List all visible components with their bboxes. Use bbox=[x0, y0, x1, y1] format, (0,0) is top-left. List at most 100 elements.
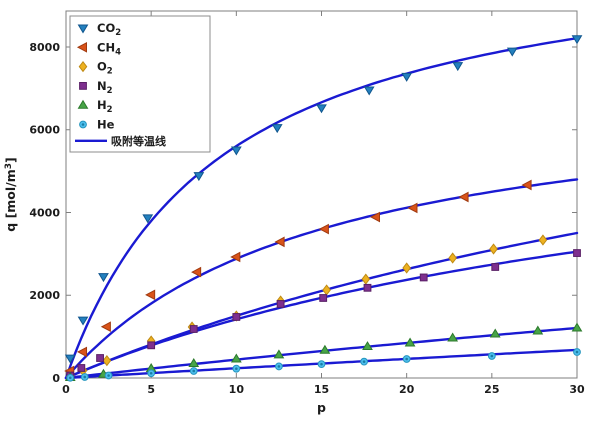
x-tick-label: 5 bbox=[147, 383, 155, 396]
curve-N2 bbox=[64, 250, 579, 380]
x-tick-label: 25 bbox=[484, 383, 499, 396]
marker-CH4 bbox=[145, 289, 156, 301]
marker-CH4 bbox=[407, 202, 418, 214]
marker-H2 bbox=[273, 349, 285, 359]
marker-CH4 bbox=[230, 251, 241, 263]
marker-CO2 bbox=[64, 354, 76, 364]
data-markers bbox=[64, 35, 583, 382]
marker-N2 bbox=[189, 325, 198, 333]
marker-He-dot bbox=[192, 369, 196, 373]
marker-CO2 bbox=[452, 62, 464, 72]
marker-CO2 bbox=[571, 35, 583, 45]
marker-He-dot bbox=[405, 357, 408, 361]
y-tick-label: 2000 bbox=[29, 289, 60, 302]
curve-CO2 bbox=[64, 37, 579, 380]
marker-CO2 bbox=[77, 316, 89, 326]
marker-CO2 bbox=[506, 47, 518, 57]
axis-ticks bbox=[65, 11, 578, 379]
marker-N2 bbox=[319, 294, 328, 302]
legend-label-O2: O2 bbox=[97, 60, 113, 77]
y-tick-label: 8000 bbox=[29, 41, 60, 54]
marker-He-dot bbox=[490, 354, 494, 358]
y-axis-label: q [mol/m3] bbox=[3, 157, 18, 231]
marker-He-dot bbox=[575, 350, 579, 354]
marker-H2 bbox=[404, 337, 416, 347]
marker-He-dot bbox=[68, 376, 72, 380]
marker-N2 bbox=[96, 354, 104, 362]
legend: CO2 CH4 O2 N2 H2 He 吸附等温线 bbox=[69, 15, 211, 153]
marker-CH4 bbox=[76, 41, 87, 53]
marker-O2 bbox=[322, 284, 331, 296]
legend-label-N2: N2 bbox=[97, 79, 113, 96]
marker-He-dot bbox=[320, 362, 323, 366]
marker-H2 bbox=[489, 328, 501, 338]
marker-CO2 bbox=[363, 86, 375, 96]
x-tick-label: 30 bbox=[569, 383, 585, 396]
legend-label-H2: H2 bbox=[97, 98, 113, 115]
marker-H2 bbox=[188, 358, 200, 368]
legend-label-He: He bbox=[97, 118, 115, 132]
marker-O2 bbox=[489, 243, 498, 255]
marker-He-dot bbox=[83, 375, 87, 379]
marker-He-dot bbox=[149, 371, 153, 375]
marker-O2 bbox=[448, 252, 457, 264]
legend-box bbox=[69, 15, 211, 153]
marker-N2 bbox=[77, 364, 86, 372]
marker-N2 bbox=[363, 283, 372, 292]
marker-CO2 bbox=[77, 24, 89, 34]
marker-O2 bbox=[102, 355, 112, 367]
marker-CO2 bbox=[142, 214, 154, 224]
x-axis-label: p bbox=[317, 400, 326, 415]
y-tick-label: 6000 bbox=[29, 124, 60, 137]
marker-He-dot bbox=[107, 374, 110, 377]
marker-H2 bbox=[362, 341, 373, 351]
curve-O2 bbox=[64, 231, 579, 380]
marker-CH4 bbox=[521, 179, 532, 191]
marker-N2 bbox=[147, 341, 156, 350]
marker-H2 bbox=[77, 99, 89, 109]
marker-He-dot bbox=[235, 367, 238, 370]
y-tick-label: 4000 bbox=[29, 206, 60, 219]
marker-CH4 bbox=[191, 266, 202, 278]
marker-H2 bbox=[230, 353, 242, 363]
marker-CO2 bbox=[401, 72, 413, 82]
marker-CO2 bbox=[271, 124, 283, 134]
marker-CH4 bbox=[318, 223, 329, 235]
marker-CH4 bbox=[369, 211, 381, 223]
marker-H2 bbox=[532, 325, 544, 335]
marker-He-dot bbox=[277, 365, 281, 368]
y-tick-label: 0 bbox=[52, 372, 60, 385]
marker-H2 bbox=[319, 344, 331, 354]
marker-He-dot bbox=[81, 123, 85, 126]
marker-CO2 bbox=[316, 104, 327, 114]
marker-N2 bbox=[573, 249, 581, 257]
marker-N2 bbox=[232, 313, 241, 321]
marker-H2 bbox=[447, 332, 459, 342]
x-tick-label: 0 bbox=[62, 383, 70, 396]
marker-N2 bbox=[79, 82, 87, 90]
marker-N2 bbox=[276, 300, 285, 308]
x-tick-label: 20 bbox=[399, 383, 415, 396]
legend-label-CO2: CO2 bbox=[97, 21, 121, 38]
legend-label-CH4: CH4 bbox=[97, 40, 121, 57]
marker-CH4 bbox=[76, 346, 88, 358]
marker-O2 bbox=[402, 262, 411, 274]
marker-CO2 bbox=[230, 146, 242, 156]
marker-CH4 bbox=[458, 191, 469, 203]
marker-N2 bbox=[491, 263, 500, 271]
legend-label-isotherm: 吸附等温线 bbox=[111, 134, 166, 148]
marker-O2 bbox=[538, 234, 548, 246]
x-tick-label: 10 bbox=[229, 383, 245, 396]
marker-CO2 bbox=[98, 273, 109, 283]
marker-CH4 bbox=[100, 321, 111, 333]
marker-CO2 bbox=[193, 172, 205, 182]
x-tick-label: 15 bbox=[314, 383, 329, 396]
marker-CH4 bbox=[274, 236, 285, 248]
marker-N2 bbox=[419, 273, 428, 282]
marker-O2 bbox=[78, 60, 88, 73]
marker-He-dot bbox=[362, 360, 366, 363]
marker-O2 bbox=[361, 273, 371, 285]
marker-H2 bbox=[571, 322, 583, 332]
